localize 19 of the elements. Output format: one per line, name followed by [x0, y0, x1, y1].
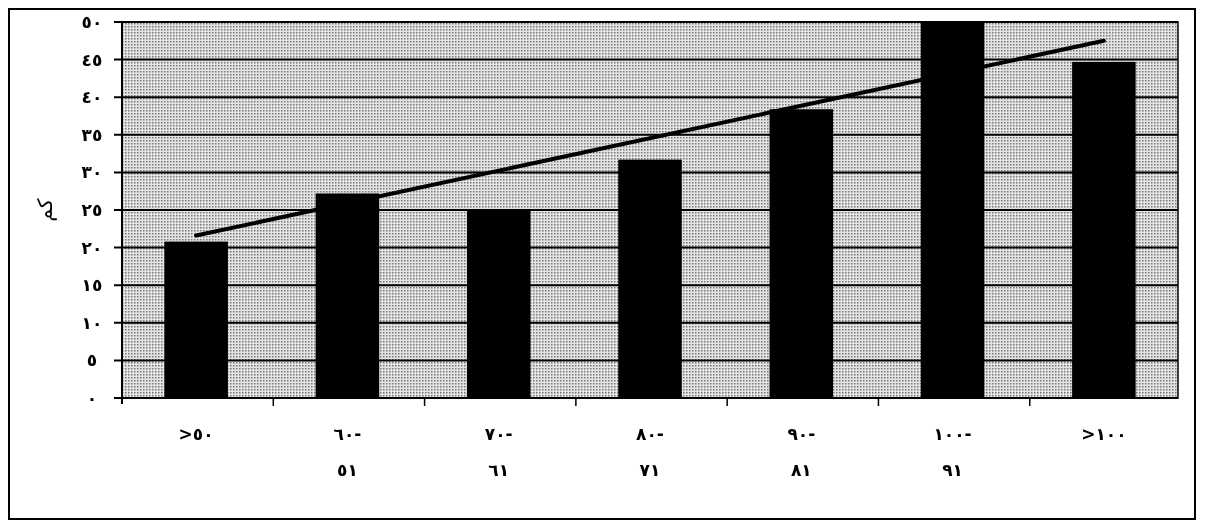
x-tick-label: ٨٠- ٧١: [636, 424, 664, 480]
y-tick-label: ٢٥: [81, 199, 103, 220]
y-tick-label: ٥: [86, 350, 98, 371]
x-tick-label: ٦٠- ٥١: [333, 424, 362, 480]
y-tick-label: ٥٠: [81, 11, 103, 32]
y-tick-label: ٢٠: [81, 237, 103, 258]
y-tick-label: ٤٠: [81, 87, 103, 108]
x-tick-label: >١٠٠: [1081, 424, 1127, 444]
x-tick-label: ٩٠- ٨١: [787, 424, 816, 480]
x-tick-label: >٥٠: [178, 424, 214, 444]
y-tick-label: ١٥: [81, 275, 103, 296]
x-tick-label: ١٠٠- ٩١: [933, 424, 972, 480]
y-tick-label: ٤٥: [81, 49, 103, 70]
y-tick-label: ٠: [86, 387, 98, 408]
y-tick-label: ١٠: [81, 312, 103, 333]
y-tick-label: ٣٥: [81, 124, 103, 145]
y-tick-label: ٣٠: [81, 162, 103, 183]
x-tick-label: ٧٠- ٦١: [484, 424, 513, 480]
y-axis-title: كم: [33, 198, 57, 222]
